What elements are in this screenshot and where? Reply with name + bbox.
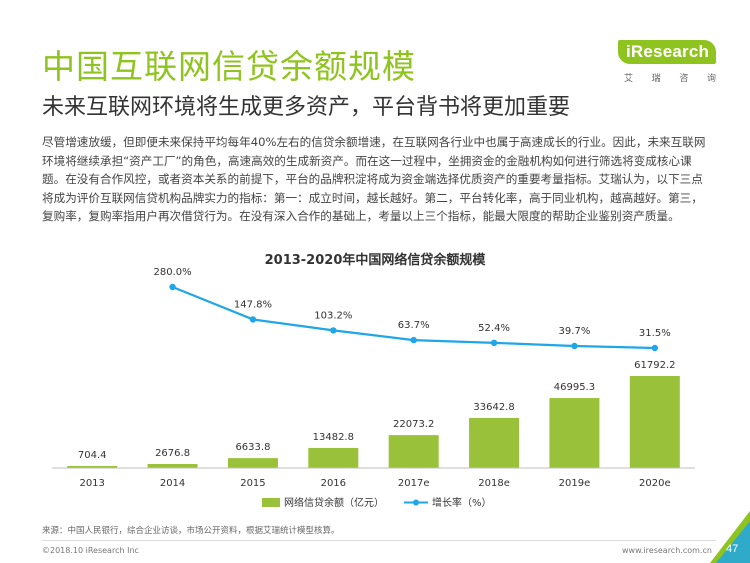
bar-value-label: 704.4 bbox=[78, 450, 107, 461]
growth-rate-point bbox=[651, 344, 659, 352]
bar-value-label: 46995.3 bbox=[554, 382, 595, 393]
bar bbox=[147, 464, 198, 468]
growth-rate-label: 103.2% bbox=[314, 310, 352, 321]
legend-line-label: 增长率（%） bbox=[432, 496, 492, 509]
iresearch-logo: iResearch 艾 瑞 咨 询 bbox=[618, 40, 716, 84]
bar-value-label: 61792.2 bbox=[634, 360, 675, 371]
growth-rate-point bbox=[249, 316, 257, 323]
website: www.iresearch.com.cn bbox=[622, 546, 712, 555]
x-tick-label: 2014 bbox=[160, 478, 185, 489]
bar-value-label: 33642.8 bbox=[473, 402, 514, 413]
logo-char: 咨 bbox=[679, 74, 689, 84]
page-number: 47 bbox=[726, 543, 739, 555]
corner-decoration bbox=[710, 511, 750, 563]
bar-value-label: 6633.8 bbox=[235, 442, 270, 453]
logo-wordmark: iResearch bbox=[618, 40, 716, 64]
page-title: 中国互联网信贷余额规模 bbox=[42, 47, 416, 86]
footer-divider bbox=[42, 540, 716, 541]
bar-value-label: 13482.8 bbox=[313, 432, 354, 443]
bar bbox=[629, 376, 680, 468]
x-tick-label: 2013 bbox=[79, 478, 104, 489]
bar-value-label: 2676.8 bbox=[155, 448, 190, 459]
bar bbox=[388, 435, 439, 468]
x-tick-label: 2020e bbox=[639, 478, 671, 489]
growth-rate-label: 31.5% bbox=[639, 328, 671, 339]
growth-rate-label: 52.4% bbox=[478, 323, 510, 334]
growth-rate-point bbox=[571, 342, 578, 350]
x-tick-label: 2017e bbox=[398, 478, 430, 489]
source-note: 来源：中国人民银行，综合企业访谈，市场公开资料，根据艾瑞统计模型核算。 bbox=[42, 526, 340, 536]
growth-rate-label: 63.7% bbox=[398, 320, 430, 331]
logo-char: 瑞 bbox=[651, 74, 661, 84]
growth-rate-point bbox=[410, 336, 417, 344]
x-tick-label: 2018e bbox=[478, 478, 510, 489]
copyright: ©2018.10 iResearch Inc bbox=[42, 546, 139, 555]
x-tick-label: 2016 bbox=[321, 478, 346, 489]
bar bbox=[227, 458, 278, 468]
legend-bar-swatch bbox=[262, 498, 280, 507]
page-subtitle: 未来互联网环境将生成更多资产，平台背书将更加重要 bbox=[42, 95, 571, 120]
body-paragraph: 尽管增速放缓，但即便未来保持平均每年40%左右的信贷余额增速，在互联网各行业中也… bbox=[42, 135, 706, 224]
growth-rate-label: 147.8% bbox=[234, 299, 272, 310]
x-tick-label: 2019e bbox=[559, 478, 591, 489]
growth-rate-point bbox=[490, 339, 498, 347]
growth-rate-label: 280.0% bbox=[153, 267, 191, 278]
chart-title: 2013-2020年中国网络信贷余额规模 bbox=[264, 253, 486, 268]
chart: 704.4 2013 2676.8 2014 6633.8 2015 13482.8 2016… bbox=[52, 267, 695, 509]
bar-value-label: 22073.2 bbox=[393, 419, 434, 430]
bar bbox=[67, 466, 118, 468]
x-tick-label: 2015 bbox=[240, 478, 265, 489]
logo-char: 艾 bbox=[624, 74, 634, 84]
bar bbox=[308, 447, 359, 468]
growth-rate-point bbox=[330, 327, 337, 334]
growth-rate-point bbox=[169, 283, 176, 291]
logo-subtitle: 艾 瑞 咨 询 bbox=[624, 71, 716, 84]
bar bbox=[469, 417, 520, 468]
growth-rate-label: 39.7% bbox=[559, 326, 591, 337]
legend-bar-label: 网络信贷余额（亿元） bbox=[284, 496, 384, 509]
logo-char: 询 bbox=[706, 74, 716, 84]
bar bbox=[549, 398, 600, 468]
legend-line-marker bbox=[413, 499, 419, 506]
